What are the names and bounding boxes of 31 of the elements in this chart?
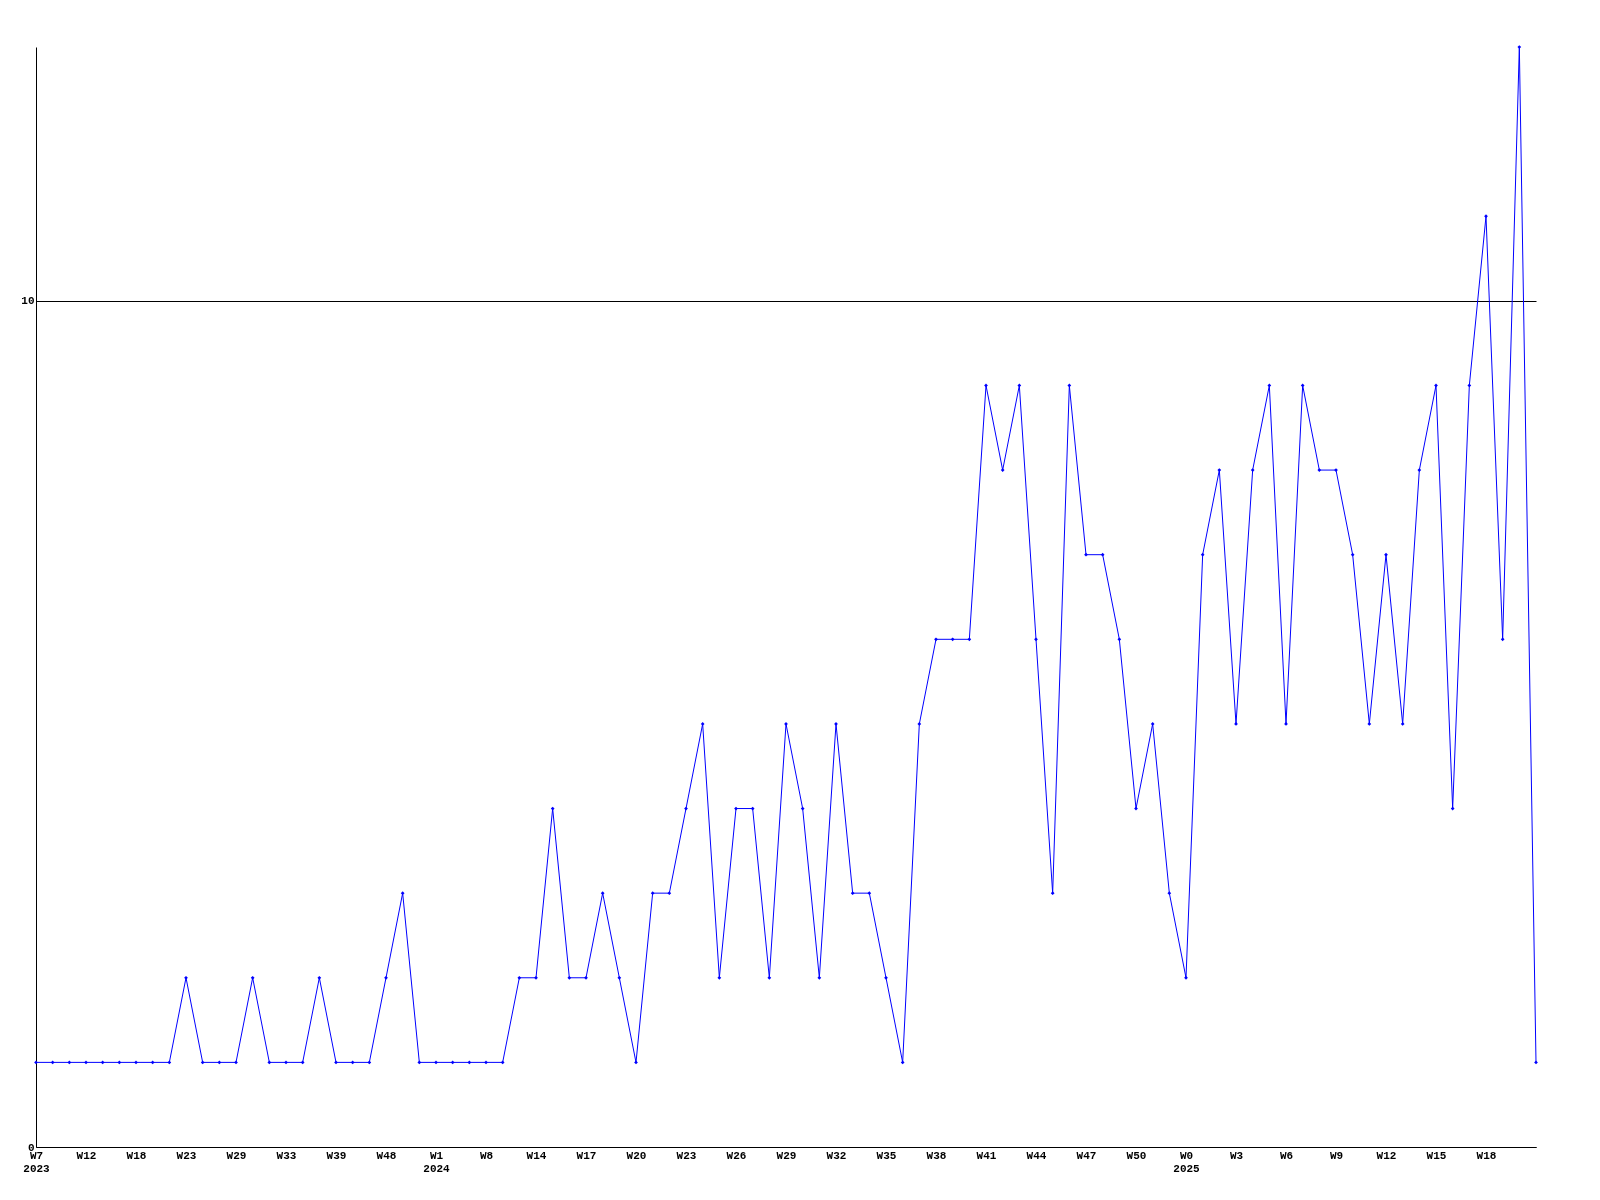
x-tick-label: W29 xyxy=(226,1149,247,1162)
x-tick-label: W15 xyxy=(1426,1149,1447,1162)
x-tick-label: W48 xyxy=(376,1149,397,1162)
x-tick-label: W17 xyxy=(576,1149,597,1162)
x-tick-label: W14 xyxy=(526,1149,547,1162)
x-tick-label: W35 xyxy=(876,1149,897,1162)
x-tick-label: W18 xyxy=(1476,1149,1497,1162)
x-tick-label: W32 xyxy=(826,1149,847,1162)
x-tick-label: W41 xyxy=(976,1149,997,1162)
x-tick-label: W23 xyxy=(176,1149,197,1162)
x-tick-label: W0 2025 xyxy=(1173,1149,1201,1175)
x-tick-label: W26 xyxy=(726,1149,747,1162)
x-tick-label: W12 xyxy=(1376,1149,1397,1162)
x-tick-label: W8 xyxy=(479,1149,494,1162)
x-tick-label: W38 xyxy=(926,1149,947,1162)
x-tick-label: W6 xyxy=(1279,1149,1294,1162)
x-tick-label: W12 xyxy=(76,1149,97,1162)
x-tick-label: W18 xyxy=(126,1149,147,1162)
x-tick-label: W50 xyxy=(1126,1149,1147,1162)
x-tick-label: W3 xyxy=(1229,1149,1244,1162)
y-tick-label: 10 xyxy=(21,295,35,308)
x-tick-label: W47 xyxy=(1076,1149,1097,1162)
x-tick-label: W33 xyxy=(276,1149,297,1162)
x-tick-label: W29 xyxy=(776,1149,797,1162)
x-tick-label: W1 2024 xyxy=(423,1149,451,1175)
x-tick-label: W7 2023 xyxy=(23,1149,51,1175)
x-tick-label: W39 xyxy=(326,1149,347,1162)
x-tick-label: W9 xyxy=(1329,1149,1344,1162)
x-tick-label: W44 xyxy=(1026,1149,1047,1162)
x-tick-label: W20 xyxy=(626,1149,647,1162)
x-tick-label: W23 xyxy=(676,1149,697,1162)
